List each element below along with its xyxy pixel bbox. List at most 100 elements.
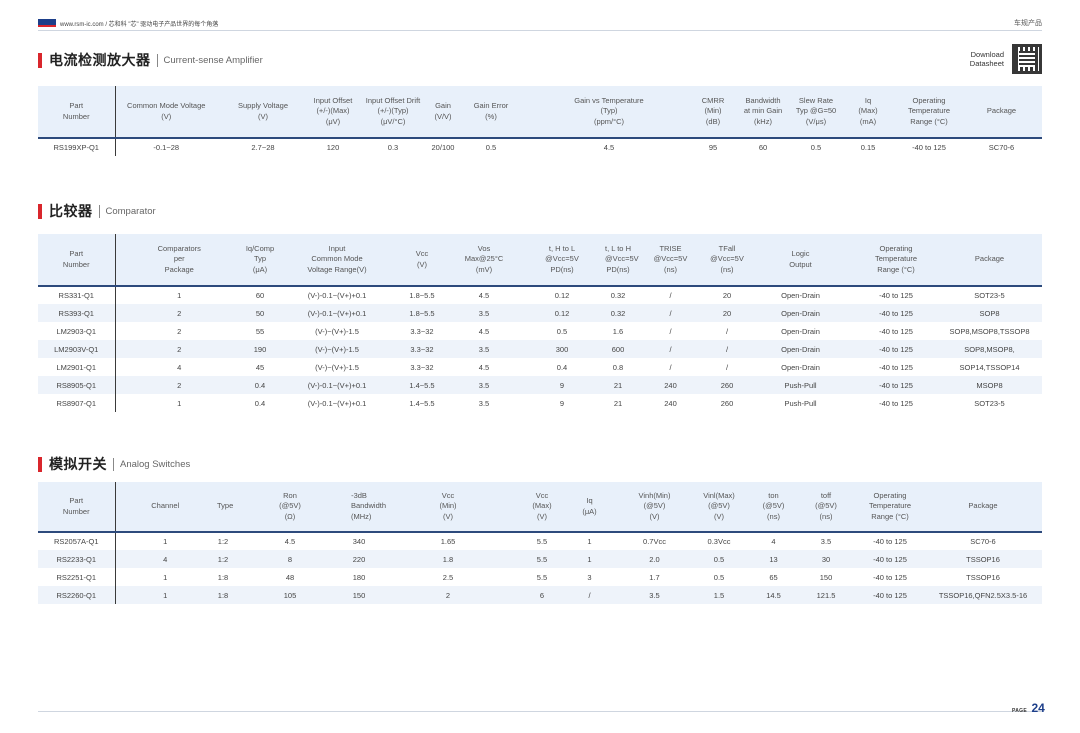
table-cell: 2.7~28 [251,143,275,152]
title-accent-bar [38,52,42,68]
section-tag: 车规产品 [1014,20,1042,27]
table-cell: 5.5 [536,572,548,582]
page-num: 24 [1031,701,1045,715]
table-cell: 8 [231,550,349,568]
table-cell: 1 [115,586,215,604]
table-cell: 1 [163,537,168,546]
column-header: Iq/Comp Typ (μA) [243,234,277,287]
table-cell: / [669,362,672,372]
site-tagline: www.rsm-ic.com / 芯和科 "芯" 驱动电子产品世界的每个角落 [60,22,219,28]
column-header: ton (@5V) (ns) [751,482,796,533]
page-number: PAGE 24 [1012,699,1045,717]
column-header: Gain vs Temperature (Typ) (ppm/°C) [525,86,693,139]
table-cell: 3.5 [478,398,490,408]
table-cell: 4 [115,550,215,568]
table-cell: 2 [369,586,527,604]
table-row: RS2251-Q1 1 1:8 48 180 2.5 5.5 3 1.7 0.5 65 150 -40 … [38,568,1042,586]
table-cell: SOT23-5 [974,291,1005,300]
column-header: Operating Temperature Range (°C) [856,482,924,533]
table-cell: (V-)~(V+)-1.5 [315,326,359,336]
table-cell: 30 [796,550,856,568]
table-row: RS8907-Q1 1 0.4 (V-)-0.1~(V+)+0.1 1.4~5.5 3.5… [38,394,1042,412]
table-cell: 1.4~5.5 [409,398,435,408]
amp-section-title: 电流检测放大器 Current-sense Amplifier [38,51,263,69]
table-cell: -40 to 125 [912,143,946,152]
table-row: RS331-Q1 1 60 (V-)-0.1~(V+)+0.1 1.8~5.5 4.5 0.… [38,286,1042,304]
column-header: Vcc (Max) (V) [527,482,557,533]
table-cell: SOP8 [937,304,1042,322]
column-header: Input Offset (+/-)(Max) (μV) [309,86,357,139]
table-cell: MSOP8 [937,376,1042,394]
table-cell: 4 [177,362,182,372]
column-header: Logic Output [746,234,855,287]
download-line-2: Datasheet [969,59,1004,68]
comp-title-cn: 比较器 [49,203,93,219]
table-cell: 0.7Vcc [643,537,666,546]
part-number-cell: RS2233-Q1 [38,550,116,568]
title-separator [156,53,158,67]
table-cell: SC70-6 [970,537,996,546]
column-header: Iq (μA) [557,482,622,533]
table-cell: 3.5 [447,376,521,394]
table-cell: -40 to 125 [855,304,937,322]
table-row: RS2057A-Q1 1 1:2 4.5 340 1.65 5.5 1 0.7Vcc 0.3Vcc… [38,532,1042,550]
column-header: toff (@5V) (ns) [796,482,856,533]
table-cell: / [669,291,672,300]
column-header: Iq (Max) (mA) [839,86,897,139]
table-cell: 1.5 [687,586,751,604]
table-cell: / [669,326,672,336]
amp-title-en: Current-sense Amplifier [163,54,263,66]
table-cell: 1 [557,550,622,568]
part-number-cell: RS199XP-Q1 [38,138,116,156]
table-cell: 4.5 [478,291,490,300]
table-cell: 0.3Vcc [707,537,731,546]
table-cell: (V-)-0.1~(V+)+0.1 [307,291,367,300]
column-header: t, L to H @Vcc=5V PD(ns) [603,234,639,287]
table-cell: 0.3 [387,143,399,152]
table-cell: TSSOP16,QFN2.5X3.5-16 [924,586,1042,604]
table-cell: 60 [255,291,265,300]
column-header: Package [924,482,1042,533]
table-cell: 0.4 [243,376,277,394]
table-cell: SOP8,MSOP8, [937,340,1042,358]
column-header: Bandwidth at min Gain (kHz) [733,86,793,139]
table-cell: 55 [255,326,265,336]
column-header: Part Number [38,86,116,139]
comp-title-en: Comparator [105,205,156,217]
table-cell: 5.5 [527,550,557,568]
table-cell: 1:8 [215,586,231,604]
table-cell: 0.32 [603,304,633,322]
table-cell: 1 [587,537,592,546]
table-cell: 0.5 [556,326,568,336]
table-cell: 20 [722,291,732,300]
table-cell: / [725,326,729,336]
qr-code-icon[interactable] [1012,44,1042,74]
column-header: Common Mode Voltage (V) [115,86,217,139]
part-number-cell: RS2057A-Q1 [38,532,116,550]
column-header: Operating Temperature Range (°C) [855,234,937,287]
table-cell: 21 [603,376,633,394]
table-row: RS2233-Q1 4 1:2 8 220 1.8 5.5 1 2.0 0.5 13 30 -40 to… [38,550,1042,568]
table-cell: 2 [115,340,243,358]
table-cell: -40 to 125 [855,340,937,358]
table-cell: 300 [521,340,603,358]
column-header: -3dB Bandwidth (MHz) [349,482,386,533]
footer-divider [38,711,1042,712]
table-cell: 0.8 [612,362,624,372]
column-header: Gain Error (%) [457,86,525,139]
table-cell: 220 [349,550,369,568]
column-header: Vos Max@25°C (mV) [447,234,521,287]
download-label: Download Datasheet [966,50,1004,68]
sw-title-cn: 模拟开关 [49,456,107,472]
table-cell: SOP14,TSSOP14 [959,362,1020,372]
top-header: www.rsm-ic.com / 芯和科 "芯" 驱动电子产品世界的每个角落 车… [38,18,1042,32]
table-cell: 260 [720,398,734,408]
column-header: Vinl(Max) (@5V) (V) [687,482,751,533]
table-cell: 600 [603,340,633,358]
part-number-cell: RS393-Q1 [38,304,116,322]
column-header: Operating Temperature Range (°C) [897,86,961,139]
column-header: Channel [115,482,215,533]
table-cell: 1.65 [440,537,456,546]
part-number-cell: RS8905-Q1 [38,376,116,394]
part-number-cell: RS331-Q1 [38,286,116,304]
